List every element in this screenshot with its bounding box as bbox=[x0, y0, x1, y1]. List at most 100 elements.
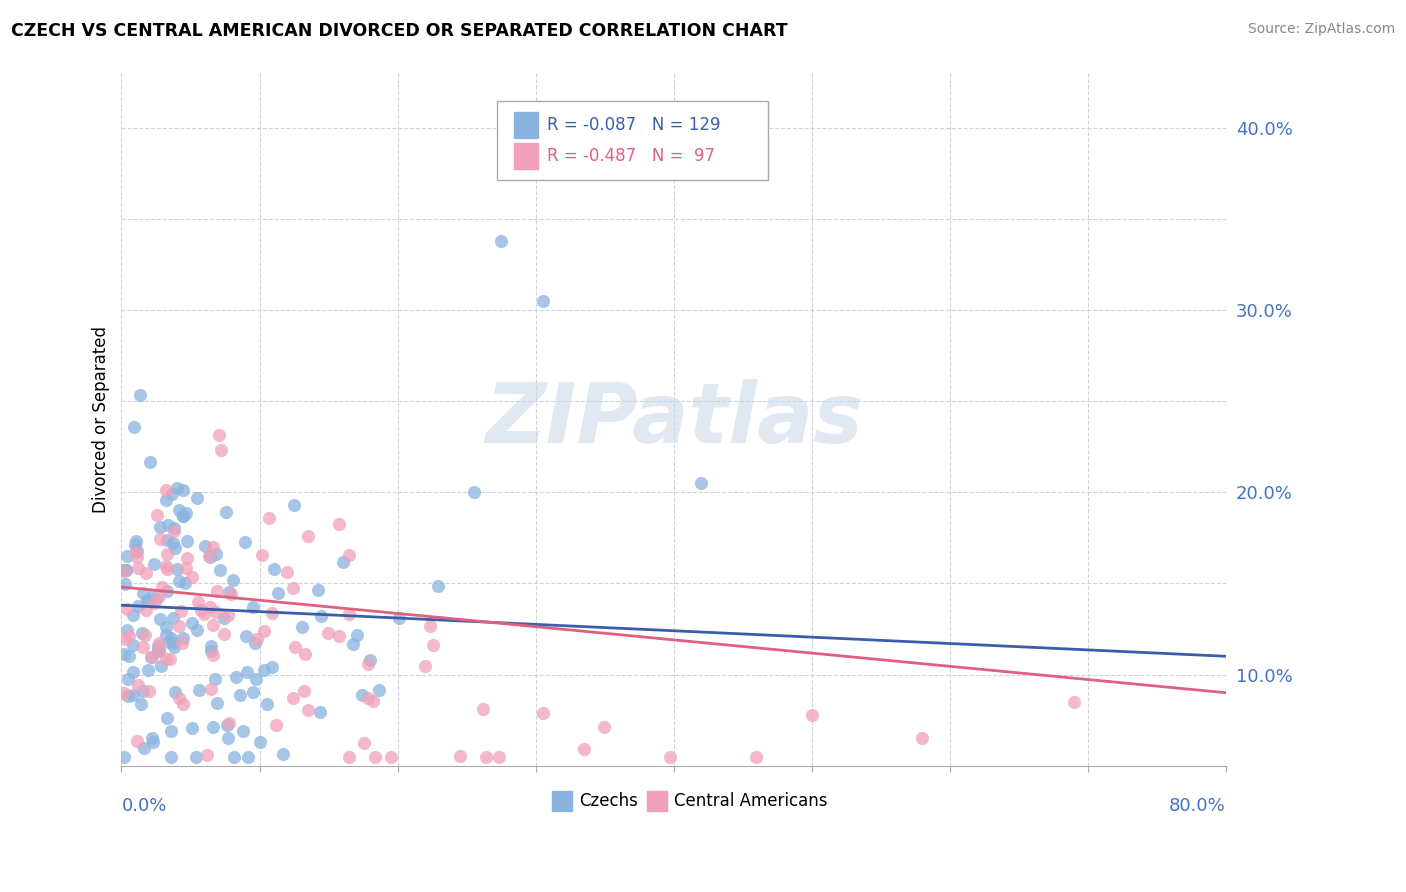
Point bbox=[172, 698, 194, 712]
Point bbox=[141, 731, 163, 745]
Point bbox=[169, 619, 191, 633]
Point bbox=[167, 574, 190, 589]
Point bbox=[194, 539, 217, 553]
Point bbox=[426, 579, 449, 593]
Point bbox=[201, 540, 224, 554]
Text: 80.0%: 80.0% bbox=[1170, 797, 1226, 814]
Point bbox=[186, 623, 208, 637]
Point bbox=[489, 234, 512, 248]
Point bbox=[167, 503, 190, 517]
Point bbox=[174, 506, 197, 520]
Point bbox=[121, 607, 143, 622]
Point bbox=[163, 524, 186, 538]
Point bbox=[419, 619, 441, 633]
Point bbox=[132, 741, 155, 756]
Point bbox=[309, 609, 332, 624]
Point bbox=[169, 691, 191, 706]
Point bbox=[165, 685, 187, 699]
Point bbox=[328, 629, 350, 643]
Point bbox=[172, 509, 194, 524]
Point bbox=[357, 690, 380, 705]
Point bbox=[117, 549, 139, 563]
Point bbox=[149, 519, 172, 533]
Point bbox=[297, 703, 319, 717]
Point bbox=[136, 593, 159, 607]
Point bbox=[138, 684, 160, 698]
Point bbox=[357, 657, 380, 672]
Point bbox=[195, 748, 218, 763]
Point bbox=[172, 631, 194, 645]
Point bbox=[125, 544, 148, 558]
Point bbox=[283, 581, 305, 595]
Point bbox=[148, 635, 170, 649]
Point bbox=[215, 718, 238, 732]
Point bbox=[388, 611, 411, 625]
Point bbox=[222, 749, 245, 764]
Point bbox=[172, 509, 194, 524]
Point bbox=[118, 629, 141, 643]
Point bbox=[198, 600, 221, 615]
Point bbox=[267, 586, 290, 600]
Point bbox=[181, 616, 204, 631]
Point bbox=[200, 682, 222, 697]
Point bbox=[127, 599, 149, 613]
Point bbox=[200, 639, 222, 653]
Point bbox=[136, 663, 159, 677]
Point bbox=[156, 533, 179, 547]
Point bbox=[136, 593, 159, 607]
Point bbox=[217, 731, 239, 745]
Point bbox=[193, 607, 215, 622]
Point bbox=[122, 688, 145, 702]
Point bbox=[204, 673, 226, 687]
Point bbox=[212, 627, 235, 641]
Point bbox=[207, 584, 229, 599]
Point bbox=[253, 664, 276, 678]
Point bbox=[174, 575, 197, 590]
Text: Central Americans: Central Americans bbox=[673, 792, 827, 810]
Point bbox=[142, 735, 165, 749]
Point bbox=[911, 731, 934, 746]
Point bbox=[163, 541, 186, 556]
Point bbox=[145, 592, 167, 607]
Point bbox=[262, 606, 284, 620]
Point bbox=[222, 573, 245, 587]
Point bbox=[132, 640, 155, 654]
Point bbox=[122, 638, 145, 652]
Point bbox=[350, 688, 373, 702]
Point bbox=[294, 647, 316, 661]
Point bbox=[218, 608, 240, 623]
Point bbox=[531, 706, 554, 721]
Point bbox=[218, 585, 240, 599]
Point bbox=[135, 566, 157, 580]
Point bbox=[422, 639, 444, 653]
Point bbox=[156, 562, 179, 576]
Point bbox=[146, 642, 169, 657]
Point bbox=[172, 636, 194, 650]
Point bbox=[180, 721, 202, 735]
Point bbox=[291, 620, 314, 634]
Point bbox=[188, 682, 211, 697]
Point bbox=[146, 639, 169, 653]
Point bbox=[124, 545, 146, 559]
Text: Czechs: Czechs bbox=[579, 792, 637, 810]
Point bbox=[531, 293, 554, 308]
Point bbox=[150, 580, 173, 594]
Point bbox=[176, 551, 198, 566]
Point bbox=[212, 610, 235, 624]
Point bbox=[202, 720, 225, 734]
Point bbox=[283, 498, 305, 512]
Point bbox=[316, 626, 339, 640]
Point bbox=[148, 642, 170, 657]
Point bbox=[271, 747, 294, 761]
Point bbox=[190, 603, 212, 617]
Point bbox=[205, 605, 228, 619]
Point bbox=[162, 636, 184, 650]
Point bbox=[186, 491, 208, 505]
Point bbox=[292, 684, 315, 698]
Point bbox=[232, 723, 254, 738]
Point bbox=[204, 547, 226, 561]
Point bbox=[218, 715, 240, 730]
Point bbox=[122, 665, 145, 680]
Point bbox=[219, 587, 242, 601]
Point bbox=[157, 634, 180, 648]
